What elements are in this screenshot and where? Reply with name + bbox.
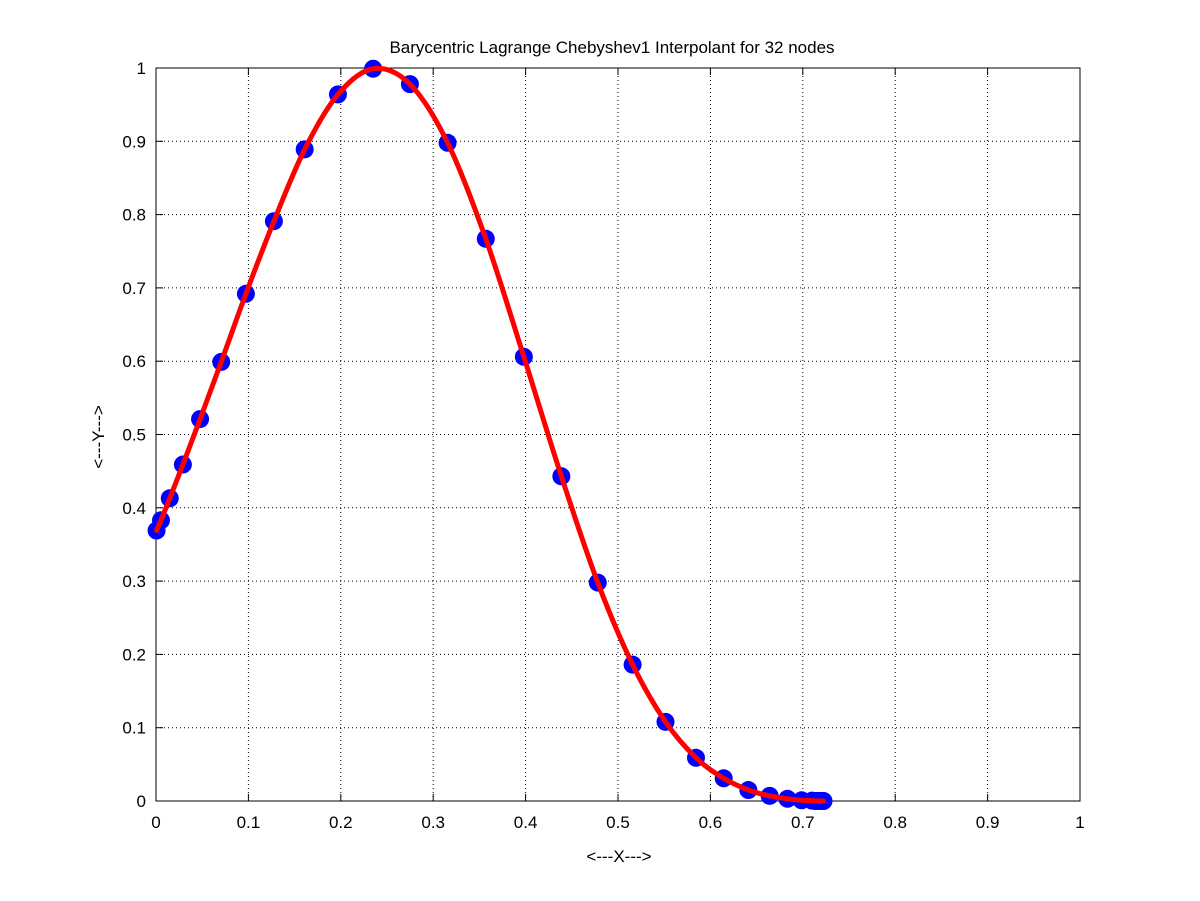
x-tick-label: 0.2 — [329, 813, 353, 832]
x-tick-label: 0 — [151, 813, 160, 832]
chart-title: Barycentric Lagrange Chebyshev1 Interpol… — [389, 38, 834, 57]
x-tick-label: 0.6 — [699, 813, 723, 832]
y-axis-label: <---Y---> — [89, 405, 108, 469]
x-tick-label: 0.8 — [883, 813, 907, 832]
x-tick-label: 0.3 — [421, 813, 445, 832]
x-axis-label: <---X---> — [586, 847, 651, 866]
series-line-interpolant — [154, 65, 826, 804]
y-tick-label: 1 — [137, 59, 146, 78]
plot-area: 0 0.1 0.2 0.3 0.4 0.5 0.6 0.7 0.8 0.9 1 0 0.1 0.2 0.3 0… — [122, 59, 1084, 832]
y-tick-label: 0.3 — [122, 572, 146, 591]
y-tick-label: 0.2 — [122, 645, 146, 664]
x-tick-label: 0.9 — [976, 813, 1000, 832]
x-tick-label: 0.5 — [606, 813, 630, 832]
y-tick-label: 0.8 — [122, 206, 146, 225]
axes-box — [155, 67, 1081, 802]
x-tick-label: 0.7 — [791, 813, 815, 832]
tick-labels: 0 0.1 0.2 0.3 0.4 0.5 0.6 0.7 0.8 0.9 1 0 0.1 0.2 0.3 0… — [122, 59, 1084, 832]
y-tick-label: 0.1 — [122, 719, 146, 738]
y-tick-label: 0.9 — [122, 132, 146, 151]
y-tick-label: 0 — [137, 792, 146, 811]
y-tick-label: 0.4 — [122, 499, 146, 518]
x-tick-label: 0.1 — [237, 813, 261, 832]
y-tick-label: 0.7 — [122, 279, 146, 298]
y-tick-label: 0.6 — [122, 352, 146, 371]
x-tick-label: 0.4 — [514, 813, 538, 832]
ticks — [155, 67, 1081, 802]
y-tick-label: 0.5 — [122, 426, 146, 445]
x-tick-label: 1 — [1075, 813, 1084, 832]
